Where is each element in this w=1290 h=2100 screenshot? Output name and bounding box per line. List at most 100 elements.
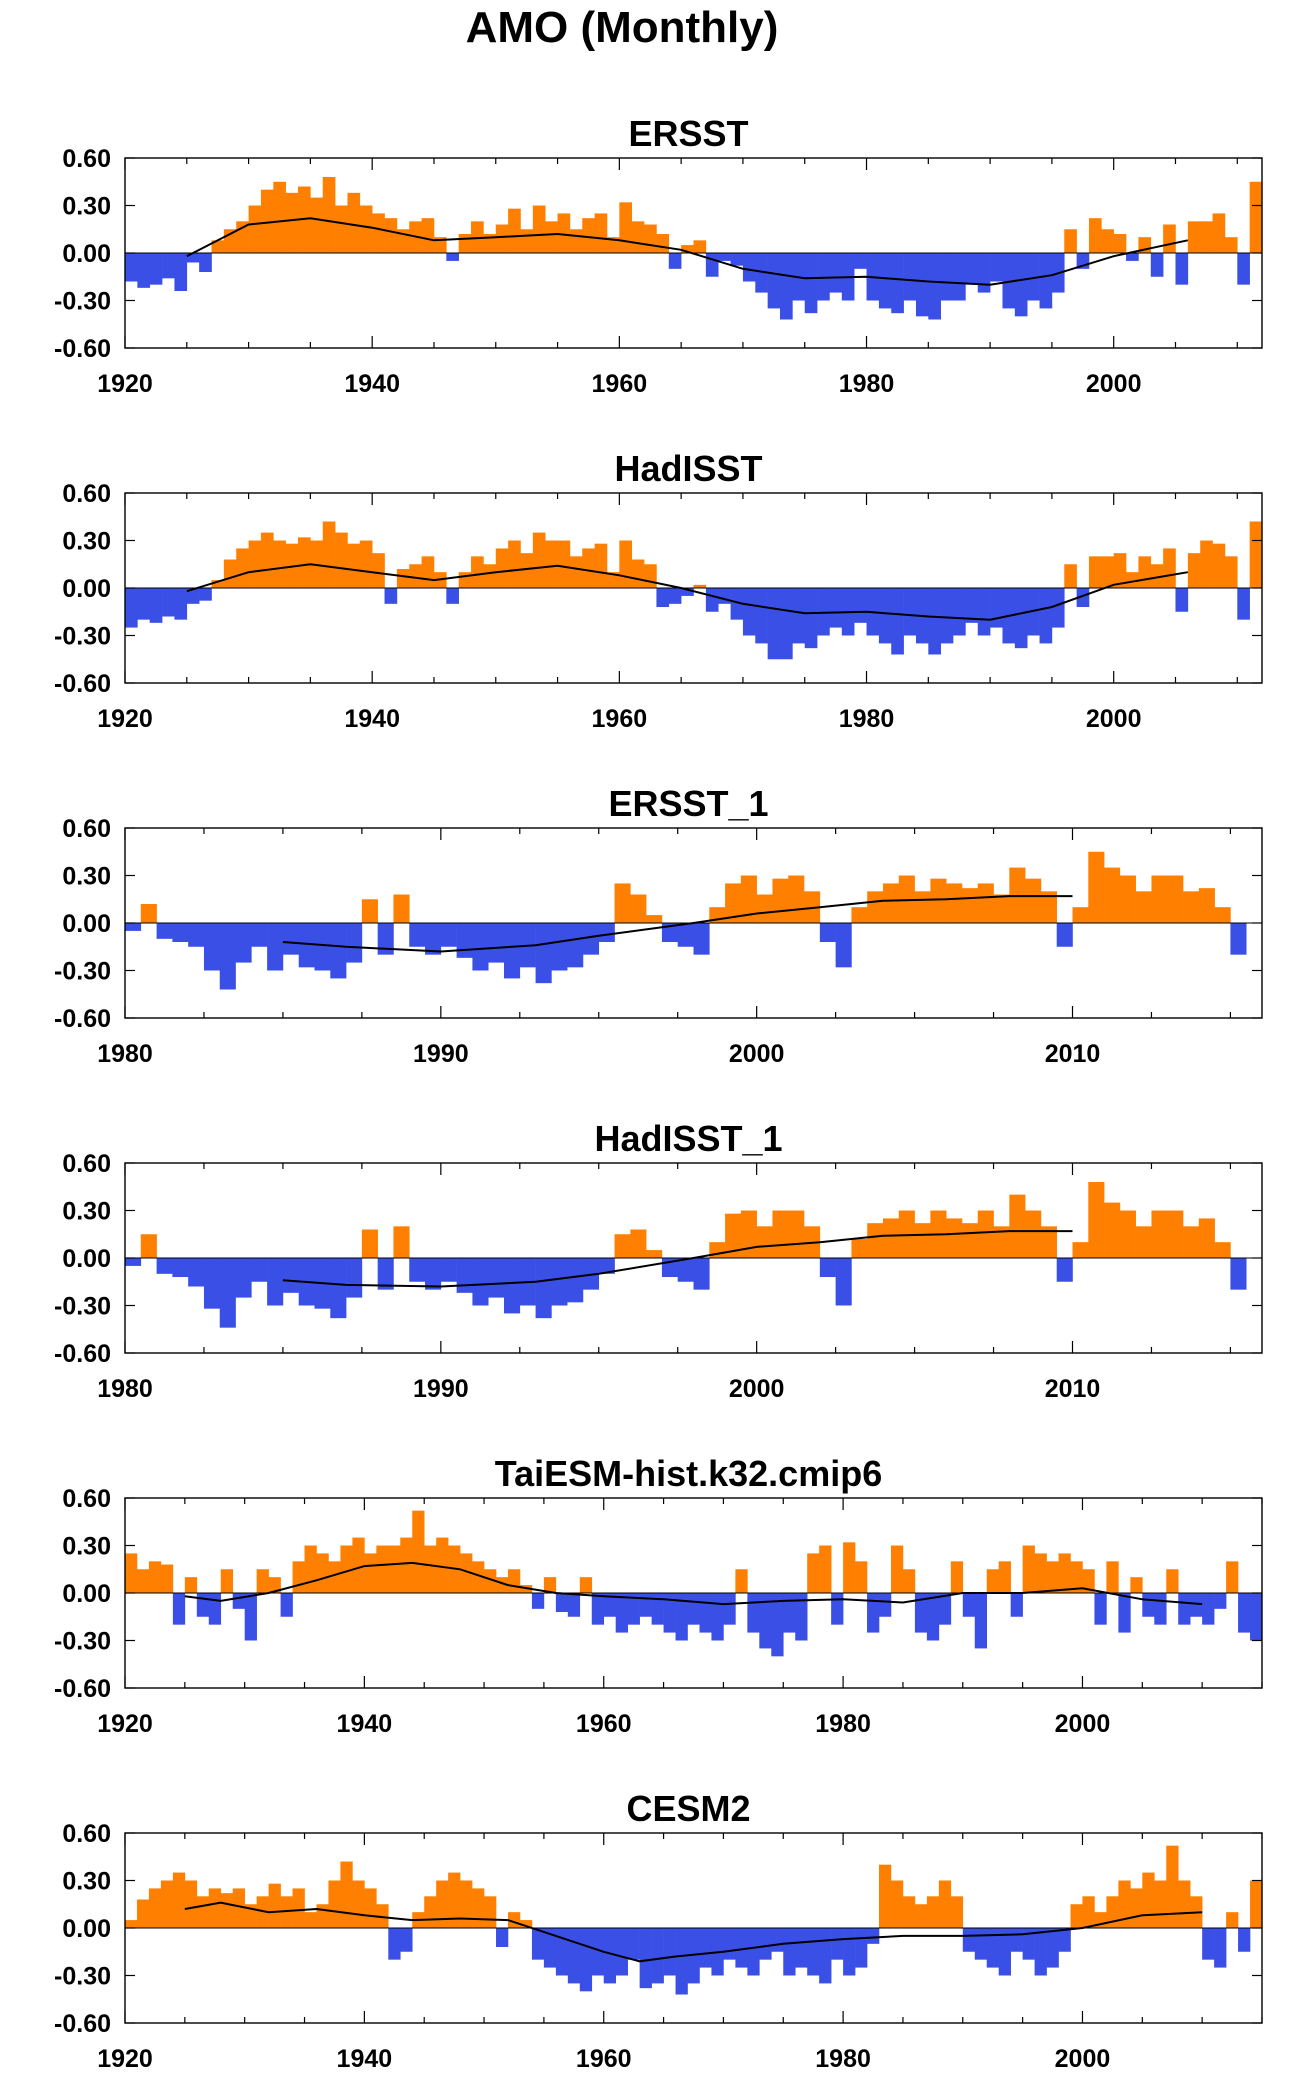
positive-bar bbox=[1088, 851, 1105, 923]
negative-bar bbox=[1202, 1593, 1215, 1625]
positive-bar bbox=[1088, 218, 1102, 253]
x-tick-label: 1920 bbox=[97, 370, 153, 398]
positive-bar bbox=[946, 883, 963, 923]
positive-bar bbox=[1198, 888, 1215, 923]
negative-bar bbox=[663, 1928, 676, 1976]
panel-title: HadISST bbox=[614, 448, 762, 489]
x-tick-label: 1960 bbox=[576, 2045, 632, 2073]
negative-bar bbox=[711, 1593, 724, 1641]
positive-bar bbox=[807, 1553, 820, 1593]
positive-bar bbox=[930, 878, 947, 923]
negative-bar bbox=[705, 588, 719, 612]
positive-bar bbox=[725, 1213, 742, 1258]
positive-bar bbox=[256, 1569, 269, 1593]
positive-bar bbox=[867, 1223, 884, 1258]
positive-bar bbox=[436, 1537, 449, 1593]
positive-bar bbox=[388, 1545, 401, 1593]
positive-bar bbox=[545, 221, 558, 253]
negative-bar bbox=[675, 1928, 688, 1995]
positive-bar bbox=[1082, 1896, 1095, 1928]
y-tick-label: -0.30 bbox=[54, 288, 111, 316]
negative-bar bbox=[244, 1593, 257, 1641]
positive-bar bbox=[993, 894, 1010, 923]
positive-bar bbox=[1072, 907, 1089, 923]
negative-bar bbox=[125, 1258, 142, 1266]
negative-bar bbox=[843, 1928, 856, 1976]
negative-bar bbox=[172, 1258, 189, 1277]
positive-bar bbox=[364, 1888, 377, 1928]
y-tick-label: 0.60 bbox=[62, 480, 111, 508]
positive-bar bbox=[328, 1880, 341, 1928]
positive-bar bbox=[1187, 221, 1201, 253]
y-tick-label: -0.30 bbox=[54, 623, 111, 651]
y-tick-label: 0.00 bbox=[62, 910, 111, 938]
positive-bar bbox=[938, 1880, 952, 1928]
x-tick-label: 1980 bbox=[815, 2045, 871, 2073]
positive-bar bbox=[788, 1210, 805, 1258]
negative-bar bbox=[1230, 923, 1247, 955]
panels: ERSST 0.60 0.30 0.00 -0.30 -0.60 1920 1940 1960 1… bbox=[54, 113, 1263, 2073]
negative-bar bbox=[1118, 1593, 1131, 1633]
positive-bar bbox=[1167, 875, 1184, 923]
x-tick-label: 1940 bbox=[344, 705, 400, 733]
negative-bar bbox=[903, 253, 917, 301]
positive-bar bbox=[1106, 1561, 1119, 1593]
positive-bar bbox=[519, 1920, 533, 1928]
positive-bar bbox=[1119, 1210, 1136, 1258]
positive-bar bbox=[619, 540, 633, 588]
positive-bar bbox=[1226, 1912, 1239, 1928]
negative-bar bbox=[1076, 588, 1090, 607]
positive-bar bbox=[1072, 1242, 1089, 1258]
negative-bar bbox=[156, 1258, 173, 1274]
positive-bar bbox=[1046, 1561, 1059, 1593]
positive-bar bbox=[772, 878, 789, 923]
smoothed-line bbox=[186, 217, 1189, 286]
positive-bar bbox=[316, 1553, 329, 1593]
positive-bar bbox=[594, 543, 608, 588]
negative-bar bbox=[384, 588, 398, 604]
negative-bar bbox=[446, 253, 459, 261]
negative-bar bbox=[188, 1258, 205, 1287]
positive-bar bbox=[495, 224, 509, 253]
negative-bar bbox=[807, 1928, 820, 1976]
positive-bar bbox=[280, 1896, 293, 1928]
negative-bar bbox=[817, 253, 830, 301]
positive-bar bbox=[520, 553, 534, 588]
negative-bar bbox=[1056, 923, 1073, 947]
positive-bar bbox=[977, 1210, 994, 1258]
positive-bar bbox=[424, 1896, 437, 1928]
negative-bar bbox=[440, 923, 457, 947]
positive-bar bbox=[579, 1577, 593, 1593]
positive-bar bbox=[1025, 878, 1042, 923]
positive-bar bbox=[883, 883, 900, 923]
positive-bar bbox=[1224, 556, 1238, 588]
positive-bar bbox=[184, 1577, 198, 1593]
chart-panel: HadISST 0.60 0.30 0.00 -0.30 -0.60 1920 1940 196… bbox=[54, 448, 1263, 733]
panel-title: ERSST bbox=[628, 113, 748, 154]
positive-bar bbox=[843, 1542, 856, 1593]
negative-bar bbox=[267, 923, 284, 971]
negative-bar bbox=[496, 1928, 509, 1947]
negative-bar bbox=[203, 923, 221, 971]
negative-bar bbox=[555, 1928, 569, 1976]
positive-bar bbox=[557, 540, 571, 588]
negative-bar bbox=[196, 1593, 210, 1617]
negative-bar bbox=[940, 253, 954, 301]
negative-bar bbox=[598, 1258, 615, 1274]
positive-bar bbox=[316, 1904, 329, 1928]
negative-bar bbox=[819, 1928, 832, 1984]
negative-bar bbox=[829, 253, 843, 293]
positive-bar bbox=[335, 532, 348, 588]
positive-bar bbox=[140, 904, 157, 923]
smoothed-line bbox=[186, 563, 1188, 621]
negative-bar bbox=[783, 1593, 796, 1633]
positive-bar bbox=[1040, 1226, 1058, 1258]
negative-bar bbox=[953, 253, 966, 301]
negative-bar bbox=[986, 1928, 999, 1968]
negative-bar bbox=[677, 1258, 694, 1282]
smoothed-line bbox=[184, 1561, 1203, 1606]
positive-bar bbox=[1135, 891, 1152, 923]
positive-bar bbox=[260, 532, 274, 588]
positive-bar bbox=[1130, 1577, 1143, 1593]
negative-bar bbox=[603, 1928, 617, 1984]
